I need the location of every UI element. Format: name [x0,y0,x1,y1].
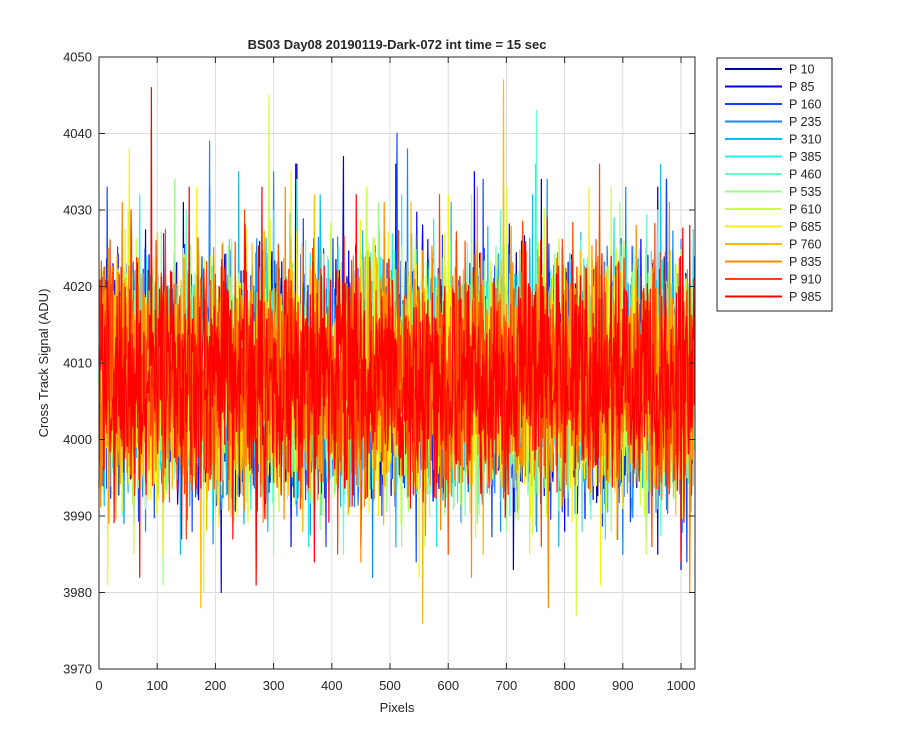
x-tick-label: 300 [263,678,285,693]
legend-label: P 10 [789,63,815,77]
x-tick-label: 200 [205,678,227,693]
y-tick-label: 4000 [63,432,92,447]
chart-title: BS03 Day08 20190119-Dark-072 int time = … [248,37,547,52]
x-tick-label: 900 [612,678,634,693]
y-tick-label: 3990 [63,509,92,524]
legend-label: P 835 [789,255,821,269]
legend-label: P 760 [789,238,821,252]
y-tick-label: 3970 [63,662,92,677]
legend-label: P 535 [789,185,821,199]
y-tick-label: 3980 [63,585,92,600]
legend-label: P 910 [789,273,821,287]
y-tick-label: 4040 [63,126,92,141]
x-tick-label: 400 [321,678,343,693]
x-tick-label: 600 [437,678,459,693]
legend-label: P 985 [789,290,821,304]
x-tick-label: 100 [146,678,168,693]
y-tick-label: 4030 [63,203,92,218]
legend-label: P 160 [789,98,821,112]
legend-label: P 85 [789,80,815,94]
y-tick-label: 4010 [63,356,92,371]
series-group [98,79,696,624]
legend-label: P 610 [789,203,821,217]
legend-label: P 385 [789,150,821,164]
legend-label: P 685 [789,220,821,234]
axis-ticks: 0 100 200 300 400 500 600 700 800 900 1000 3970 3980… [63,50,695,694]
y-axis-label: Cross Track Signal (ADU) [36,289,51,438]
y-tick-label: 4050 [63,50,92,65]
x-tick-label: 1000 [667,678,696,693]
legend-box [716,57,833,312]
x-axis-label: Pixels [380,700,415,715]
series-line-p-985 [98,87,696,586]
x-tick-label: 500 [379,678,401,693]
legend-label: P 460 [789,168,821,182]
x-tick-label: 800 [554,678,576,693]
legend-label: P 310 [789,133,821,147]
x-tick-label: 700 [496,678,518,693]
x-tick-label: 0 [95,678,102,693]
y-tick-label: 4020 [63,279,92,294]
legend: P 10 P 85 P 160 P 235 P 310 P 385 P 460 P 535 P … [716,57,833,312]
legend-label: P 235 [789,115,821,129]
